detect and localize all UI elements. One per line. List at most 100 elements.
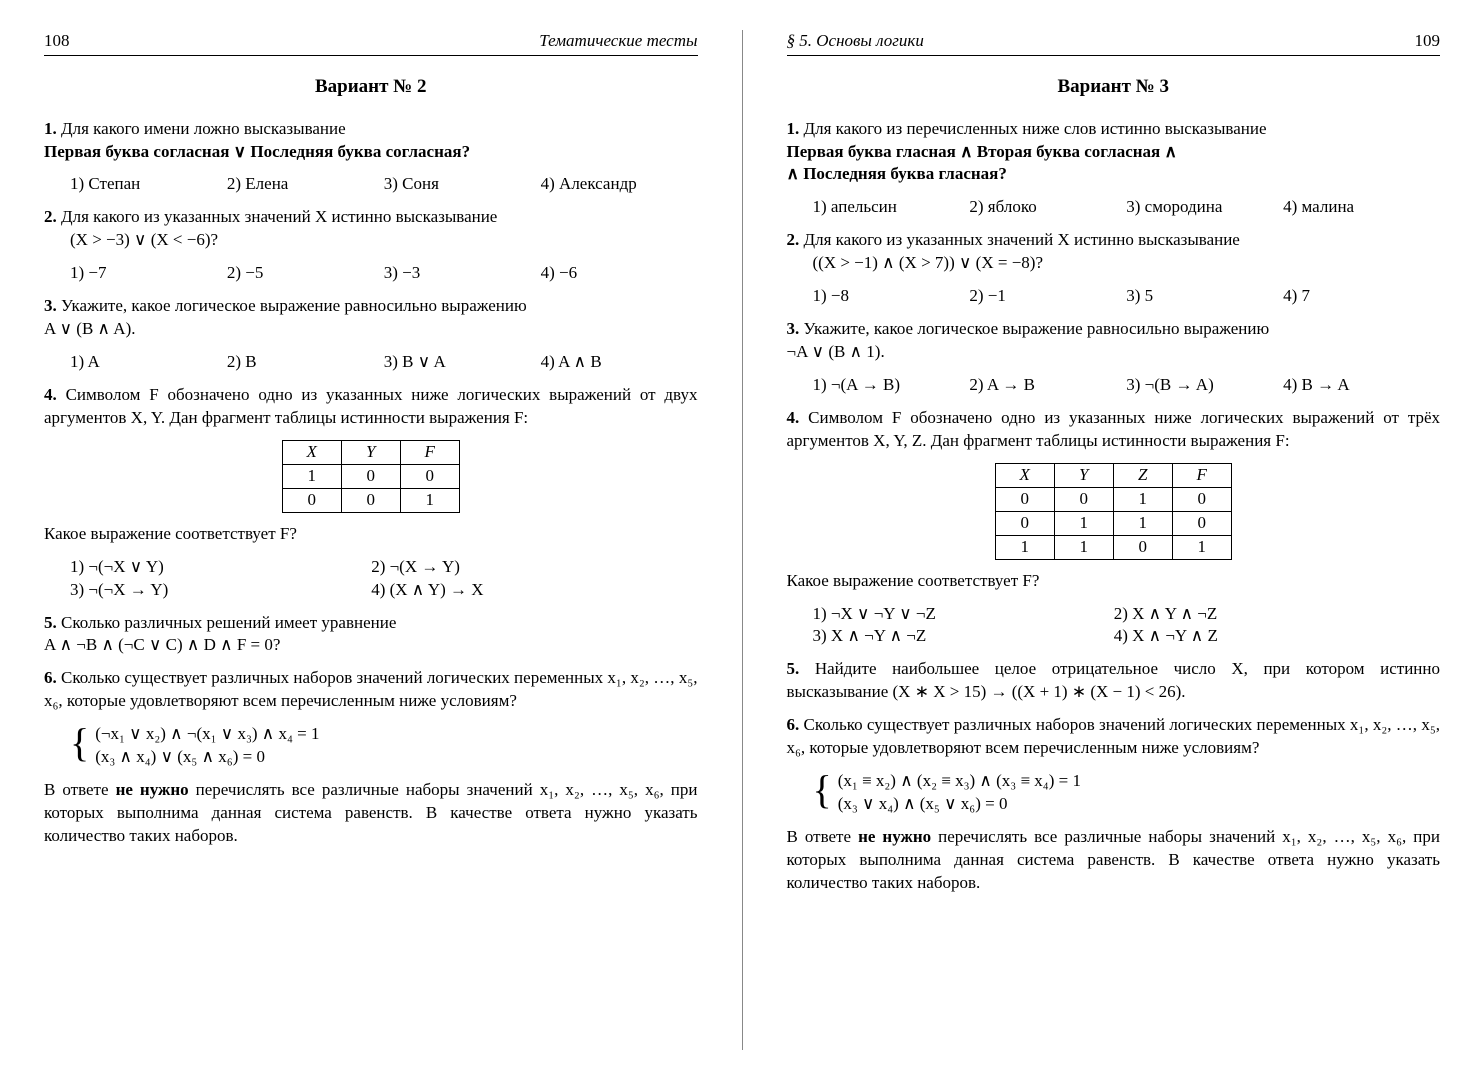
page-108: 108 Тематические тесты Вариант № 2 1. Дл… — [0, 30, 743, 1050]
equation-system: { (x₁ ≡ x₂) ∧ (x₂ ≡ x₃) ∧ (x₃ ≡ x₄) = 1 … — [813, 770, 1441, 816]
opt: 3) Соня — [384, 173, 541, 196]
answer-note: В ответе не нужно перечислять все различ… — [44, 779, 698, 848]
eq-line: (x₁ ≡ x₂) ∧ (x₂ ≡ x₃) ∧ (x₃ ≡ x₄) = 1 — [838, 770, 1081, 793]
opt: 4) A ∧ B — [541, 351, 698, 374]
td: 1 — [282, 464, 341, 488]
note-bold: не нужно — [116, 780, 189, 799]
td: 1 — [1054, 511, 1113, 535]
opt: 3) −3 — [384, 262, 541, 285]
q-text: Символом F обозначено одно из указанных … — [44, 385, 698, 427]
td: 1 — [400, 488, 459, 512]
brace-icon: { — [813, 770, 832, 816]
question-1: 1. Для какого имени ложно высказывание П… — [44, 118, 698, 164]
td: 0 — [1172, 487, 1231, 511]
opt: 1) Степан — [70, 173, 227, 196]
opt: 4) 7 — [1283, 285, 1440, 308]
q-text: Укажите, какое логическое выражение равн… — [804, 319, 1270, 338]
options: 1) −7 2) −5 3) −3 4) −6 — [70, 262, 698, 285]
td: 0 — [341, 464, 400, 488]
eq-line: (x₃ ∧ x₄) ∨ (x₅ ∧ x₆) = 0 — [95, 746, 319, 769]
opt: 2) ¬(X → Y) — [371, 556, 672, 579]
q-subtext: Какое выражение соответствует F? — [44, 523, 698, 546]
variant-title: Вариант № 3 — [787, 74, 1441, 100]
q-formula: (X > −3) ∨ (X < −6)? — [70, 230, 218, 249]
note-part: В ответе — [787, 827, 859, 846]
opt: 2) A → B — [969, 374, 1126, 397]
system-lines: (x₁ ≡ x₂) ∧ (x₂ ≡ x₃) ∧ (x₃ ≡ x₄) = 1 (x… — [838, 770, 1081, 816]
q-text: Символом F обозначено одно из указанных … — [787, 408, 1441, 450]
td: 1 — [1054, 535, 1113, 559]
q-text: Для какого из перечисленных ниже слов ис… — [804, 119, 1267, 138]
q-formula: Первая буква гласная ∧ Вторая буква согл… — [787, 142, 1177, 161]
q-formula: A ∧ ¬B ∧ (¬C ∨ C) ∧ D ∧ F = 0? — [44, 635, 280, 654]
page-number: 109 — [1415, 30, 1441, 53]
opt: 1) ¬X ∨ ¬Y ∨ ¬Z — [813, 603, 1114, 626]
opt: 4) B → A — [1283, 374, 1440, 397]
q-formula: ∧ Последняя буква гласная? — [787, 164, 1007, 183]
q-num: 3. — [44, 296, 57, 315]
q-num: 6. — [787, 715, 800, 734]
th: X — [995, 463, 1054, 487]
page-109: § 5. Основы логики 109 Вариант № 3 1. Дл… — [743, 30, 1484, 1050]
q-num: 1. — [787, 119, 800, 138]
q-num: 1. — [44, 119, 57, 138]
question-3: 3. Укажите, какое логическое выражение р… — [44, 295, 698, 341]
opt: 1) −7 — [70, 262, 227, 285]
question-4: 4. Символом F обозначено одно из указанн… — [44, 384, 698, 430]
opt: 4) Александр — [541, 173, 698, 196]
q-text: Сколько различных решений имеет уравнени… — [61, 613, 396, 632]
q-formula: A ∨ (B ∧ A). — [44, 319, 135, 338]
opt: 2) X ∧ Y ∧ ¬Z — [1114, 603, 1415, 626]
brace-icon: { — [70, 723, 89, 769]
question-3: 3. Укажите, какое логическое выражение р… — [787, 318, 1441, 364]
td: 1 — [1113, 487, 1172, 511]
q-num: 3. — [787, 319, 800, 338]
options: 3) ¬(¬X → Y) 4) (X ∧ Y) → X — [70, 579, 698, 602]
opt: 3) ¬(B → A) — [1126, 374, 1283, 397]
eq-line: (x₃ ∨ x₄) ∧ (x₅ ∨ x₆) = 0 — [838, 793, 1081, 816]
truth-table: X Y F 1 0 0 0 0 1 — [282, 440, 460, 513]
opt: 4) (X ∧ Y) → X — [371, 579, 672, 602]
q-formula: ((X > −1) ∧ (X > 7)) ∨ (X = −8)? — [813, 253, 1044, 272]
page-spread: 108 Тематические тесты Вариант № 2 1. Дл… — [0, 0, 1484, 1080]
td: 0 — [400, 464, 459, 488]
q-num: 4. — [44, 385, 57, 404]
td: 1 — [995, 535, 1054, 559]
opt: 4) −6 — [541, 262, 698, 285]
running-head-right: § 5. Основы логики 109 — [787, 30, 1441, 56]
opt: 2) Елена — [227, 173, 384, 196]
equation-system: { (¬x₁ ∨ x₂) ∧ ¬(x₁ ∨ x₃) ∧ x₄ = 1 (x₃ ∧… — [70, 723, 698, 769]
eq-line: (¬x₁ ∨ x₂) ∧ ¬(x₁ ∨ x₃) ∧ x₄ = 1 — [95, 723, 319, 746]
td: 1 — [1113, 511, 1172, 535]
question-4: 4. Символом F обозначено одно из указанн… — [787, 407, 1441, 453]
q-text: Для какого имени ложно высказывание — [61, 119, 346, 138]
th: Z — [1113, 463, 1172, 487]
opt: 3) смородина — [1126, 196, 1283, 219]
td: 0 — [995, 487, 1054, 511]
q-formula: ¬A ∨ (B ∧ 1). — [787, 342, 885, 361]
th: X — [282, 440, 341, 464]
options: 1) A 2) B 3) B ∨ A 4) A ∧ B — [70, 351, 698, 374]
options: 1) апельсин 2) яблоко 3) смородина 4) ма… — [813, 196, 1441, 219]
q-text: Для какого из указанных значений X истин… — [61, 207, 497, 226]
opt: 2) −1 — [969, 285, 1126, 308]
q-subtext: Какое выражение соответствует F? — [787, 570, 1441, 593]
options: 1) Степан 2) Елена 3) Соня 4) Александр — [70, 173, 698, 196]
options: 1) −8 2) −1 3) 5 4) 7 — [813, 285, 1441, 308]
question-5: 5. Сколько различных решений имеет уравн… — [44, 612, 698, 658]
q-num: 4. — [787, 408, 800, 427]
th: Y — [1054, 463, 1113, 487]
question-5: 5. Найдите наибольшее целое отрицательно… — [787, 658, 1441, 704]
truth-table: X Y Z F 0 0 1 0 0 1 1 0 1 1 0 1 — [995, 463, 1232, 560]
q-text: Укажите, какое логическое выражение равн… — [61, 296, 527, 315]
question-6: 6. Сколько существует различных наборов … — [44, 667, 698, 713]
q-text: Найдите наибольшее целое отрицательное ч… — [787, 659, 1441, 701]
td: 1 — [1172, 535, 1231, 559]
q-num: 6. — [44, 668, 57, 687]
th: Y — [341, 440, 400, 464]
page-number: 108 — [44, 30, 70, 53]
options: 1) ¬X ∨ ¬Y ∨ ¬Z 2) X ∧ Y ∧ ¬Z — [813, 603, 1441, 626]
answer-note: В ответе не нужно перечислять все различ… — [787, 826, 1441, 895]
th: F — [400, 440, 459, 464]
question-2: 2. Для какого из указанных значений X ис… — [787, 229, 1441, 275]
